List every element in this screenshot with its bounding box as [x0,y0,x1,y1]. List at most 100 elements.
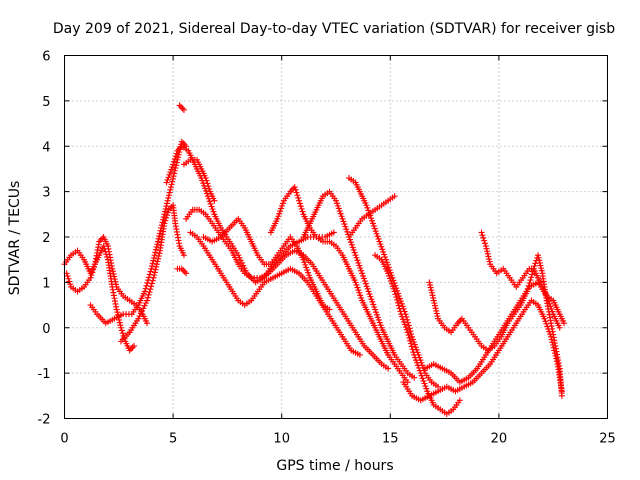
data-point [240,262,247,269]
data-point [89,269,96,276]
data-point [362,280,369,287]
data-point [202,187,209,194]
data-point [415,364,422,371]
data-point [404,319,411,326]
data-point [407,340,414,347]
data-point [430,297,437,304]
series-arc-20 [478,229,568,327]
data-point [181,268,188,275]
data-point [147,268,154,275]
data-point [294,192,301,199]
series-arc-15 [346,193,398,240]
data-point [344,228,351,235]
y-tick-label: 1 [42,276,50,291]
data-point [144,294,151,301]
data-point [427,281,434,288]
data-point [541,315,548,322]
data-point [155,255,162,262]
data-point [377,322,384,329]
x-tick-label: 10 [273,432,290,447]
data-point [296,197,303,204]
data-point [413,357,420,364]
data-point [298,205,305,212]
data-point [375,316,382,323]
data-point [111,273,118,280]
data-point [203,177,210,184]
data-point [162,208,169,215]
y-tick-label: -1 [38,367,51,382]
data-point [358,267,365,274]
data-point [176,102,183,109]
data-point [278,205,285,212]
series-arc-18 [422,279,563,386]
data-point [336,208,343,215]
data-point [416,367,423,374]
data-point [162,217,169,224]
data-point [355,287,362,294]
series-arc-12 [267,184,411,386]
data-point [144,320,151,327]
data-point [117,324,124,331]
data-point [376,238,383,245]
data-point [206,198,213,205]
data-point [171,170,178,177]
data-point [164,176,171,183]
data-point [237,257,244,264]
data-point [137,310,144,317]
series-arc-17 [400,297,565,404]
data-point [141,302,148,309]
data-point [406,334,413,341]
data-point [373,230,380,237]
data-point [407,328,414,335]
data-point [65,275,72,282]
data-point [359,270,366,277]
data-point [428,287,435,294]
data-point [353,254,360,261]
data-point [395,292,402,299]
data-point [388,280,395,287]
data-point [349,244,356,251]
data-point [359,272,366,279]
data-point [385,264,392,271]
data-point [379,246,386,253]
axis-ticks: 0 5 10 15 20 25 -2 -1 0 1 2 3 4 5 6 [38,50,616,447]
data-point [110,270,117,277]
data-point [205,183,212,190]
data-point [378,243,385,250]
grid-lines [64,55,608,419]
data-point [373,309,380,316]
data-point [300,256,307,263]
data-point [377,241,384,248]
data-point [165,192,172,199]
data-point [180,106,187,113]
data-point [405,332,412,339]
data-point [353,281,360,288]
data-point [409,333,416,340]
series-arc-19 [426,252,565,399]
data-point [386,272,393,279]
data-point [306,272,313,279]
data-point [301,259,308,266]
data-point [169,175,176,182]
data-point [167,169,174,176]
data-point [346,236,353,243]
data-point [418,372,425,379]
data-point [406,325,413,332]
data-point [150,257,157,264]
data-point [484,250,491,257]
data-point [140,305,147,312]
data-point [333,197,339,204]
data-point [355,259,362,266]
data-point [412,344,419,351]
data-point [168,166,175,173]
y-tick-label: 6 [42,50,50,65]
data-point [299,208,306,215]
data-point [558,392,565,399]
data-point [542,318,549,325]
data-point [154,241,161,248]
data-point [478,229,485,236]
data-point [421,380,428,387]
data-point [151,269,158,276]
data-point [149,263,156,270]
data-point [291,184,298,191]
